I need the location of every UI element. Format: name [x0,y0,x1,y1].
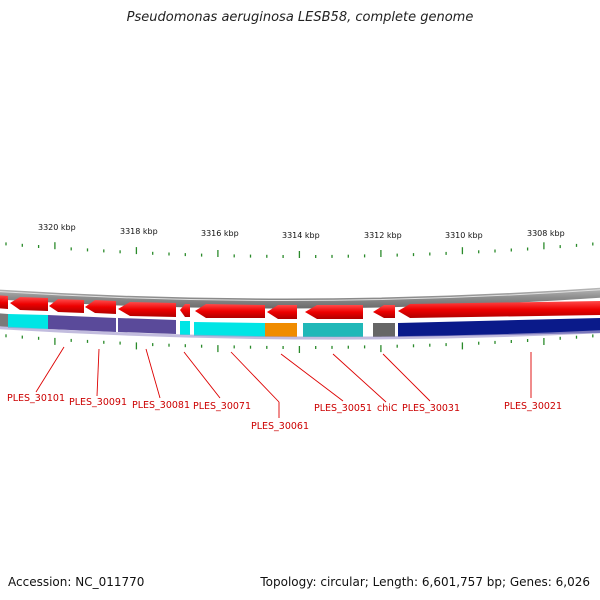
scale-labels: 3320 kbp 3318 kbp 3316 kbp 3314 kbp 3312… [38,223,565,240]
scale-label: 3320 kbp [38,223,76,232]
gene-label: PLES_30051 [314,403,372,414]
scale-label: 3314 kbp [282,231,320,240]
feature-block [303,323,363,337]
feature-block [194,322,265,337]
gene-arrow [195,304,265,318]
topology-text: Topology: circular; Length: 6,601,757 bp… [260,575,590,589]
gene-arrow [267,305,297,319]
map-title: Pseudomonas aeruginosa LESB58, complete … [126,10,474,25]
feature-block [265,323,297,337]
gene-arrow [305,305,363,319]
accession-text: Accession: NC_011770 [8,575,145,589]
gene-arrow [10,297,48,311]
feature-block [180,321,190,335]
gene-label: PLES_30061 [251,421,309,432]
gene-arrow [398,301,600,318]
scale-ticks-inner [5,334,594,353]
gene-arrow [85,300,116,314]
scale-label: 3312 kbp [364,231,402,240]
feature-block [48,315,116,332]
scale-label: 3310 kbp [445,231,483,240]
gene-labels: PLES_30101 PLES_30091 PLES_30081 PLES_30… [7,393,562,432]
gene-label: PLES_30071 [193,401,251,412]
scale-label: 3308 kbp [527,229,565,238]
gene-label: PLES_30101 [7,393,65,404]
feature-block [373,323,395,337]
gene-label: PLES_30081 [132,400,190,411]
label-leaders [35,346,532,418]
gene-label: PLES_30021 [504,401,562,412]
feature-block [8,314,48,329]
gene-arrow [49,299,84,313]
gene-arrow [180,304,190,317]
feature-track [0,313,600,340]
feature-block [0,313,8,327]
track-shadow [0,326,600,340]
feature-block [118,318,176,334]
gene-label: PLES_30031 [402,403,460,414]
feature-block [398,318,600,337]
scale-label: 3318 kbp [120,227,158,236]
gene-arrow [118,302,176,317]
backbone-highlight [0,289,600,302]
gene-arrow [0,296,8,309]
gene-label: chiC [377,403,398,414]
scale-label: 3316 kbp [201,229,239,238]
gene-arrow [373,305,395,318]
gene-track-red [0,295,600,319]
gene-label: PLES_30091 [69,397,127,408]
scale-ticks-outer [5,242,594,258]
